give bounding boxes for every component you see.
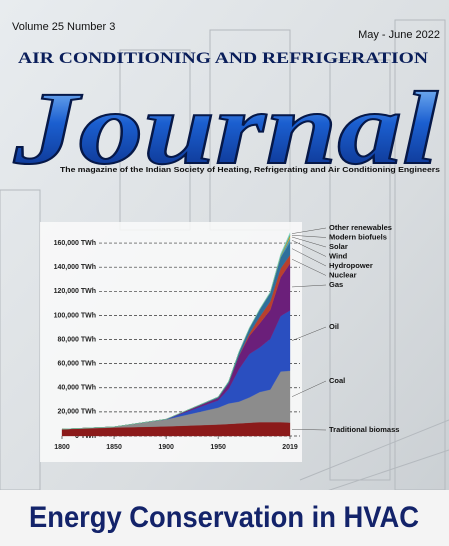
y-tick-label: 120,000 TWh — [54, 288, 96, 295]
legend-label: Modern biofuels — [329, 232, 387, 241]
legend-label: Solar — [329, 242, 348, 251]
footer-band — [0, 490, 449, 546]
y-tick-label: 40,000 TWh — [57, 385, 96, 392]
legend-leader — [291, 227, 327, 234]
issue: Volume 25 Number 3 — [12, 21, 115, 33]
legend-leader — [291, 235, 327, 238]
chart: 0 TWh 20,000 TWh 40,000 TWh 60,000 TWh 80,00… — [54, 223, 400, 451]
title: Journal — [13, 71, 438, 186]
tagline: The magazine of the Indian Society of He… — [60, 165, 440, 174]
x-tick-label: 1800 — [54, 444, 70, 451]
legend-label: Traditional biomass — [329, 425, 399, 434]
x-tick-label: 1900 — [158, 444, 174, 451]
y-tick-label: 0 TWh — [75, 433, 96, 440]
legend-leader — [291, 380, 327, 397]
legend-leader — [291, 248, 327, 267]
date: May - June 2022 — [358, 29, 440, 41]
y-tick-label: 20,000 TWh — [57, 409, 96, 416]
masthead: AIR CONDITIONING AND REFRIGERATION — [18, 50, 429, 67]
legend-leader — [291, 239, 327, 257]
legend-leader — [291, 236, 327, 248]
y-tick-label: 80,000 TWh — [57, 336, 96, 343]
y-tick-label: 160,000 TWh — [54, 240, 96, 247]
x-tick-label: 1950 — [210, 444, 226, 451]
legend-label: Hydropower — [329, 261, 373, 270]
legend-label: Wind — [329, 251, 348, 260]
y-tick-label: 60,000 TWh — [57, 360, 96, 367]
legend-label: Coal — [329, 376, 345, 385]
legend-label: Oil — [329, 322, 339, 331]
legend-leader — [291, 326, 327, 341]
cover-line: Energy Conservation in HVAC — [29, 501, 419, 534]
area — [61, 232, 291, 430]
legend-leader — [291, 429, 327, 431]
legend-label: Nuclear — [329, 270, 357, 279]
x-tick-label: 2019 — [282, 444, 298, 451]
legend-leader — [291, 284, 327, 288]
x-tick-label: 1850 — [106, 444, 122, 451]
legend-leader — [291, 258, 327, 276]
y-tick-label: 100,000 TWh — [54, 312, 96, 319]
legend-label: Gas — [329, 280, 343, 289]
legend-label: Other renewables — [329, 223, 392, 232]
y-tick-label: 140,000 TWh — [54, 264, 96, 271]
